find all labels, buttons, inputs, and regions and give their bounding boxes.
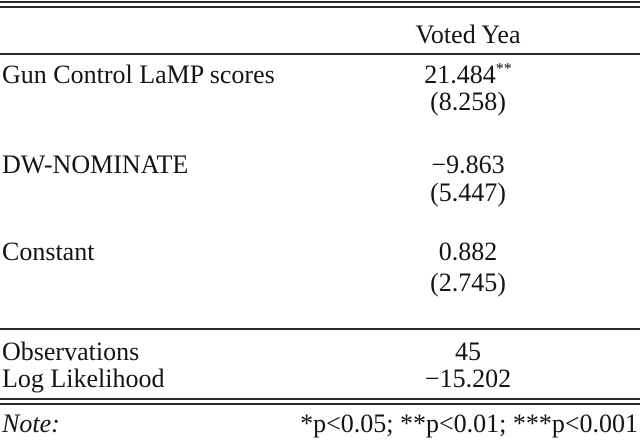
estimate-value: 0.882 bbox=[438, 237, 498, 266]
estimate-value: 21.484 bbox=[424, 60, 496, 89]
coefficient-row: DW-NOMINATE −9.863 bbox=[0, 151, 640, 179]
standard-error-row: (5.447) bbox=[0, 179, 640, 207]
standard-error: (8.258) bbox=[430, 87, 506, 116]
coefficient-row: Constant 0.882 bbox=[0, 238, 640, 266]
top-double-rule-line-1 bbox=[0, 1, 640, 3]
note-label: Note: bbox=[2, 409, 60, 438]
standard-error-row: (8.258) bbox=[0, 88, 640, 116]
statistic-label: Observations bbox=[2, 337, 140, 366]
statistic-label: Log Likelihood bbox=[2, 364, 165, 393]
coefficient-label: DW-NOMINATE bbox=[2, 150, 189, 179]
statistic-row: Observations 45 bbox=[0, 338, 640, 366]
standard-error: (2.745) bbox=[430, 268, 506, 297]
dependent-variable-header: Voted Yea bbox=[415, 20, 521, 49]
coefficient-row: Gun Control LaMP scores 21.484** bbox=[0, 61, 640, 89]
coefficient-estimate: −9.863 bbox=[296, 151, 640, 179]
statistic-value: −15.202 bbox=[424, 364, 512, 393]
standard-error-row: (2.745) bbox=[0, 269, 640, 297]
bottom-double-rule-line-2 bbox=[0, 403, 640, 405]
bottom-double-rule-line-1 bbox=[0, 398, 640, 400]
significance-legend: *p<0.05; **p<0.01; ***p<0.001 bbox=[300, 409, 638, 438]
coefficient-estimate: 0.882 bbox=[296, 238, 640, 266]
standard-error: (5.447) bbox=[430, 178, 506, 207]
header-rule bbox=[0, 53, 640, 55]
statistics-rule bbox=[0, 328, 640, 330]
estimate-value: −9.863 bbox=[431, 150, 505, 179]
statistic-value: 45 bbox=[455, 337, 481, 366]
statistic-row: Log Likelihood −15.202 bbox=[0, 365, 640, 393]
header-row: Voted Yea bbox=[0, 21, 640, 49]
coefficient-label: Constant bbox=[2, 237, 95, 266]
coefficient-label: Gun Control LaMP scores bbox=[2, 60, 275, 89]
coefficient-estimate: 21.484** bbox=[296, 61, 640, 89]
top-double-rule-line-2 bbox=[0, 6, 640, 8]
significance-stars: ** bbox=[495, 60, 512, 78]
note-row: Note: *p<0.05; **p<0.01; ***p<0.001 bbox=[0, 410, 640, 438]
